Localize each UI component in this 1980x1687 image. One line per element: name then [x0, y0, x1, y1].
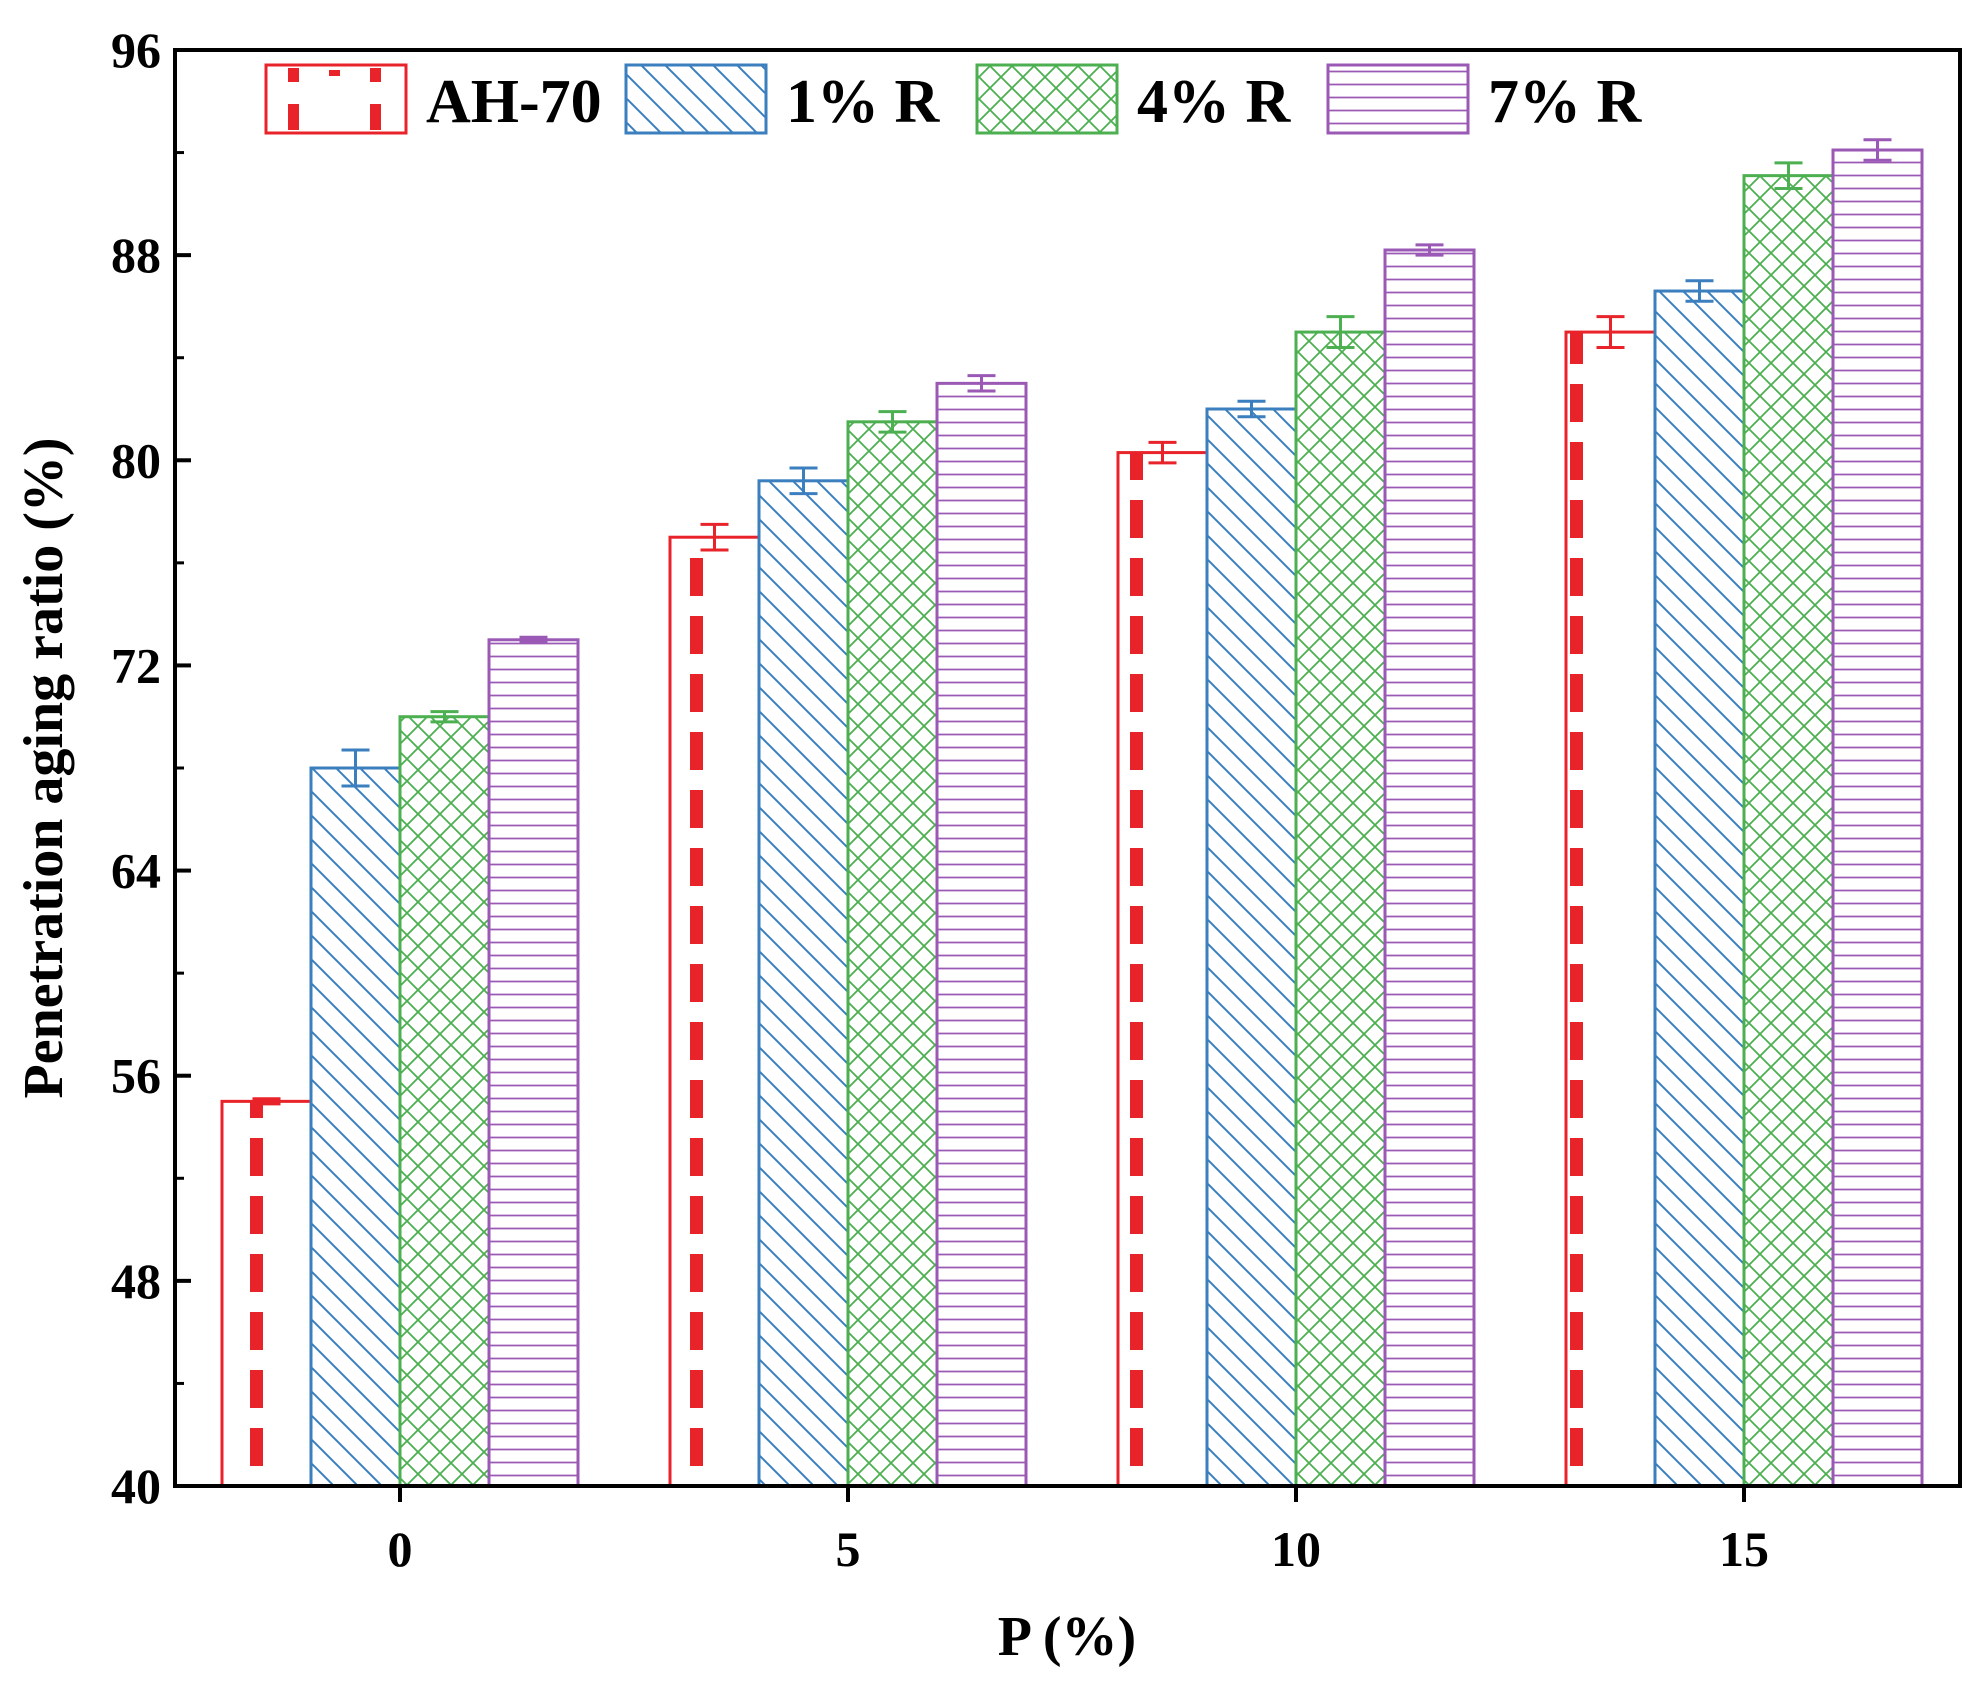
legend-swatch-dash	[288, 68, 299, 82]
bar-1r-p0	[309, 766, 402, 1488]
error-bar-ah70-p15	[1596, 315, 1625, 349]
x-tick-label: 0	[388, 1521, 413, 1577]
error-bar-7r-p0	[519, 635, 548, 644]
legend-swatch-dash	[329, 70, 340, 76]
legend-swatch-dash	[370, 104, 381, 130]
x-tick-label: 15	[1719, 1521, 1769, 1577]
bar-4r-p10	[1294, 330, 1387, 1488]
legend-item-ah70: AH-70	[264, 63, 602, 136]
bars-layer	[220, 148, 1924, 1488]
y-tick-label: 40	[111, 1458, 161, 1514]
error-bar-4r-p10	[1326, 315, 1355, 349]
legend-label: AH-70	[426, 68, 602, 136]
error-bar-7r-p10	[1415, 243, 1444, 257]
legend-label: 1% R	[786, 68, 941, 136]
error-bar-4r-p5	[878, 410, 907, 434]
y-tick-label: 56	[111, 1048, 161, 1104]
error-bar-1r-p5	[789, 466, 818, 496]
y-axis: 40 48 56 64 72 80 88 96	[111, 22, 191, 1514]
bar-7r-p5	[935, 381, 1028, 1488]
error-bar-ah70-p0	[252, 1097, 281, 1106]
bar-4r-p15	[1742, 174, 1835, 1488]
legend-item-4r: 4% R	[975, 63, 1292, 136]
error-bar-1r-p0	[341, 748, 370, 788]
x-tick-label: 10	[1271, 1521, 1321, 1577]
legend-item-1r: 1% R	[624, 63, 941, 136]
bar-1r-p5	[757, 479, 850, 1488]
x-axis: 0 5 10 15	[388, 1486, 1769, 1577]
bar-ah70-p10	[1116, 451, 1209, 1488]
bar-ah70-p15	[1564, 330, 1657, 1488]
legend-swatch	[624, 63, 768, 135]
error-bar-7r-p5	[967, 374, 996, 393]
error-bar-4r-p15	[1774, 161, 1803, 190]
error-bar-1r-p15	[1685, 279, 1714, 303]
legend: AH-70 1% R 4% R 7% R	[264, 63, 1643, 136]
bar-ah70-p5	[668, 535, 761, 1488]
bar-4r-p0	[398, 715, 491, 1488]
y-tick-label: 64	[111, 843, 161, 899]
bar-7r-p10	[1383, 248, 1476, 1488]
x-tick-label: 5	[836, 1521, 861, 1577]
bar-4r-p5	[846, 420, 939, 1488]
error-bars-layer	[252, 138, 1892, 1106]
error-bar-7r-p15	[1863, 138, 1892, 162]
y-tick-label: 80	[111, 432, 161, 488]
y-axis-title: Penetration aging ratio (%)	[13, 438, 75, 1099]
y-tick-label: 48	[111, 1253, 161, 1309]
bar-ah70-p0	[220, 1099, 313, 1488]
legend-swatch-dash	[370, 68, 381, 82]
y-tick-label: 72	[111, 637, 161, 693]
error-bar-1r-p10	[1237, 399, 1266, 419]
legend-label: 7% R	[1488, 68, 1643, 136]
legend-swatch	[975, 63, 1119, 135]
x-axis-title: P (%)	[998, 1606, 1136, 1668]
legend-swatch-dash	[288, 104, 299, 130]
legend-swatch	[1326, 63, 1470, 135]
bar-1r-p15	[1653, 289, 1746, 1488]
legend-label: 4% R	[1137, 68, 1292, 136]
error-bar-ah70-p10	[1148, 440, 1177, 465]
y-tick-label: 88	[111, 227, 161, 283]
bar-7r-p15	[1831, 148, 1924, 1488]
error-bar-ah70-p5	[700, 522, 729, 552]
legend-item-7r: 7% R	[1326, 63, 1643, 136]
bar-7r-p0	[487, 638, 580, 1488]
y-tick-label: 96	[111, 22, 161, 78]
bar-1r-p10	[1205, 407, 1298, 1488]
error-bar-4r-p0	[430, 710, 459, 724]
